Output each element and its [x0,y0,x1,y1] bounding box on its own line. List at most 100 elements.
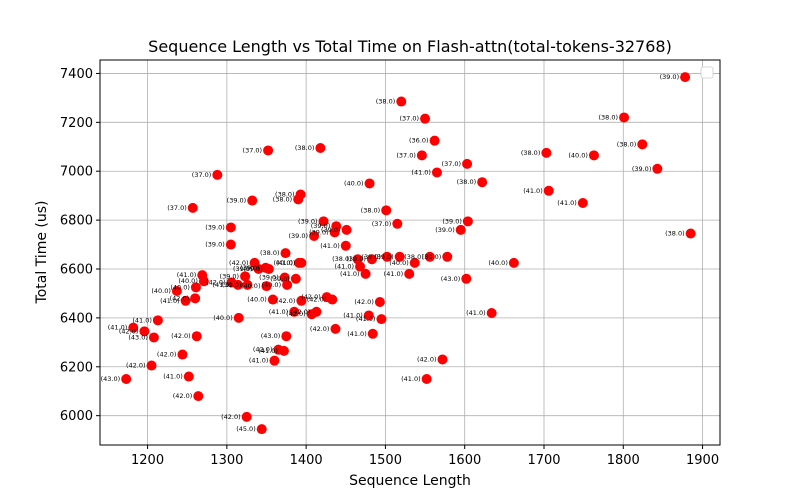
data-point [121,374,132,384]
data-point-label: (40.0) [389,259,409,267]
data-point-label: (42.0) [276,297,296,305]
data-point-label: (41.0) [340,270,360,278]
data-point-label: (39.0) [243,265,263,273]
data-point-label: (42.0) [291,308,311,316]
data-point-label: (43.0) [441,275,461,283]
data-point-label: (37.0) [192,171,212,179]
y-tick-label: 6200 [60,360,93,375]
data-point [256,424,267,435]
data-point-label: (39.0) [205,223,225,231]
data-point-label: (39.0) [374,253,394,261]
data-point [263,264,274,274]
data-point-label: (36.0) [409,137,429,145]
data-point [341,224,352,235]
data-point [187,202,198,213]
data-point-label: (42.0) [221,413,241,421]
data-point [128,322,139,333]
data-point-label: (40.0) [178,277,198,285]
data-point [240,271,251,282]
data-point [247,195,258,206]
data-point-label: (39.0) [346,255,366,263]
data-point-label: (39.0) [435,226,455,234]
data-point [577,198,588,208]
data-point-label: (39.0) [321,226,341,234]
y-tick-label: 6600 [60,263,93,278]
data-point-label: (41.0) [320,242,340,250]
x-axis-ticks: 1200 1300 1400 1500 1600 1700 1800 1900 [131,445,719,468]
data-point [146,360,157,371]
data-point-label: (40.0) [151,287,171,295]
data-point-label: (39.0) [205,241,225,249]
x-tick-label: 1400 [290,453,323,468]
y-axis-label: Total Time (us) [34,201,50,305]
data-point-label: (40.0) [213,314,233,322]
x-tick-label: 1200 [131,453,164,468]
data-point-label: (39.0) [298,217,318,225]
x-tick-label: 1600 [448,453,481,468]
grid [100,60,720,445]
data-point-label: (38.0) [332,255,352,263]
data-point-label: (41.0) [411,168,431,176]
data-point-label: (38.0) [521,149,541,157]
data-point-label: (38.0) [273,195,293,203]
data-point-label: (39.0) [222,281,242,289]
data-point [363,310,374,321]
data-point-label: (41.0) [401,375,421,383]
data-point [198,276,209,287]
y-tick-label: 7400 [60,67,93,82]
data-point [462,216,473,227]
data-point [394,251,405,262]
data-point-label: (37.0) [372,220,392,228]
data-point-label: (42.0) [417,355,437,363]
data-point-label: (42.0) [171,332,191,340]
data-point-label: (41.0) [356,315,376,323]
data-point-label: (40.0) [488,259,508,267]
data-point [355,261,366,272]
data-point [152,315,163,326]
data-point-label: (38.0) [665,230,685,238]
data-point [652,163,663,174]
data-point-label: (42.0) [229,259,249,267]
data-point [212,169,223,180]
data-point-label: (41.0) [347,330,367,338]
data-point [193,391,204,402]
data-point [462,158,473,169]
data-point-label: (40.0) [262,281,282,289]
data-point [366,254,377,265]
data-point-label: (37.0) [396,151,416,159]
data-point-label: (39.0) [259,274,279,282]
data-point [290,273,301,284]
data-point [225,239,236,250]
data-point [139,326,150,337]
data-point [396,96,407,107]
data-point [382,251,393,262]
data-point-label: (39.0) [289,232,309,240]
data-point [296,295,307,306]
data-point-label: (42.0) [354,298,374,306]
data-point [424,251,435,262]
data-point [289,306,300,317]
x-tick-label: 1500 [369,453,402,468]
data-point [263,145,274,156]
data-point-label: (38.0) [260,249,280,257]
data-point [309,231,320,241]
data-point-label: (41.0) [132,316,152,324]
data-point-label: (45.0) [236,425,256,433]
data-point-label: (41.0) [177,271,197,279]
data-point-label: (37.0) [243,146,263,154]
data-point [685,228,696,239]
data-point-label: (37.0) [400,115,420,123]
data-point [148,332,159,343]
x-axis-label: Sequence Length [349,473,471,489]
data-point-label: (40.0) [344,179,364,187]
data-point-label: (38.0) [376,98,396,106]
data-point [280,248,291,259]
data-point [637,139,648,150]
data-point-label: (40.0) [568,151,588,159]
data-point-label: (39.0) [220,272,240,280]
data-point [409,257,420,268]
data-point-label: (41.0) [523,187,543,195]
data-point [278,345,289,356]
data-point [296,257,307,268]
